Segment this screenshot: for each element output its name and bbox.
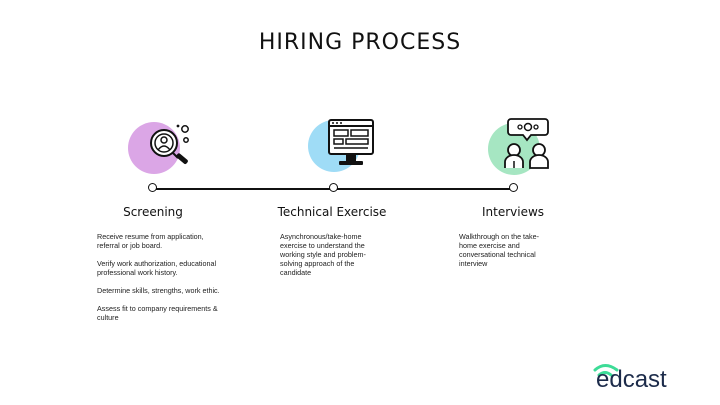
interviews-description: Walkthrough on the take-home exercise an… <box>459 232 557 277</box>
page-title: HIRING PROCESS <box>258 30 462 55</box>
timeline-node-screening <box>148 183 157 192</box>
screening-description: Receive resume from application, referra… <box>97 232 222 331</box>
timeline-node-interviews <box>509 183 518 192</box>
screening-desc-1: Receive resume from application, referra… <box>97 232 204 250</box>
screening-desc-3: Determine skills, strengths, work ethic. <box>97 286 220 295</box>
technical-desc-1: Asynchronous/take-home exercise to under… <box>280 232 366 277</box>
screening-desc-4: Assess fit to company requirements & cul… <box>97 304 218 322</box>
interview-people-icon <box>504 118 549 169</box>
step-title-interviews: Interviews <box>481 205 545 219</box>
technical-description: Asynchronous/take-home exercise to under… <box>280 232 378 286</box>
screening-desc-2: Verify work authorization, educational p… <box>97 259 217 277</box>
logo-text: edcast <box>596 366 667 393</box>
candidate-search-icon <box>150 124 189 164</box>
step-title-screening: Screening <box>123 205 183 219</box>
timeline-node-technical <box>329 183 338 192</box>
edcast-logo: edcast <box>592 360 702 405</box>
interviews-desc-1: Walkthrough on the take-home exercise an… <box>459 232 540 268</box>
computer-monitor-icon <box>328 119 374 165</box>
step-title-technical: Technical Exercise <box>277 205 387 219</box>
